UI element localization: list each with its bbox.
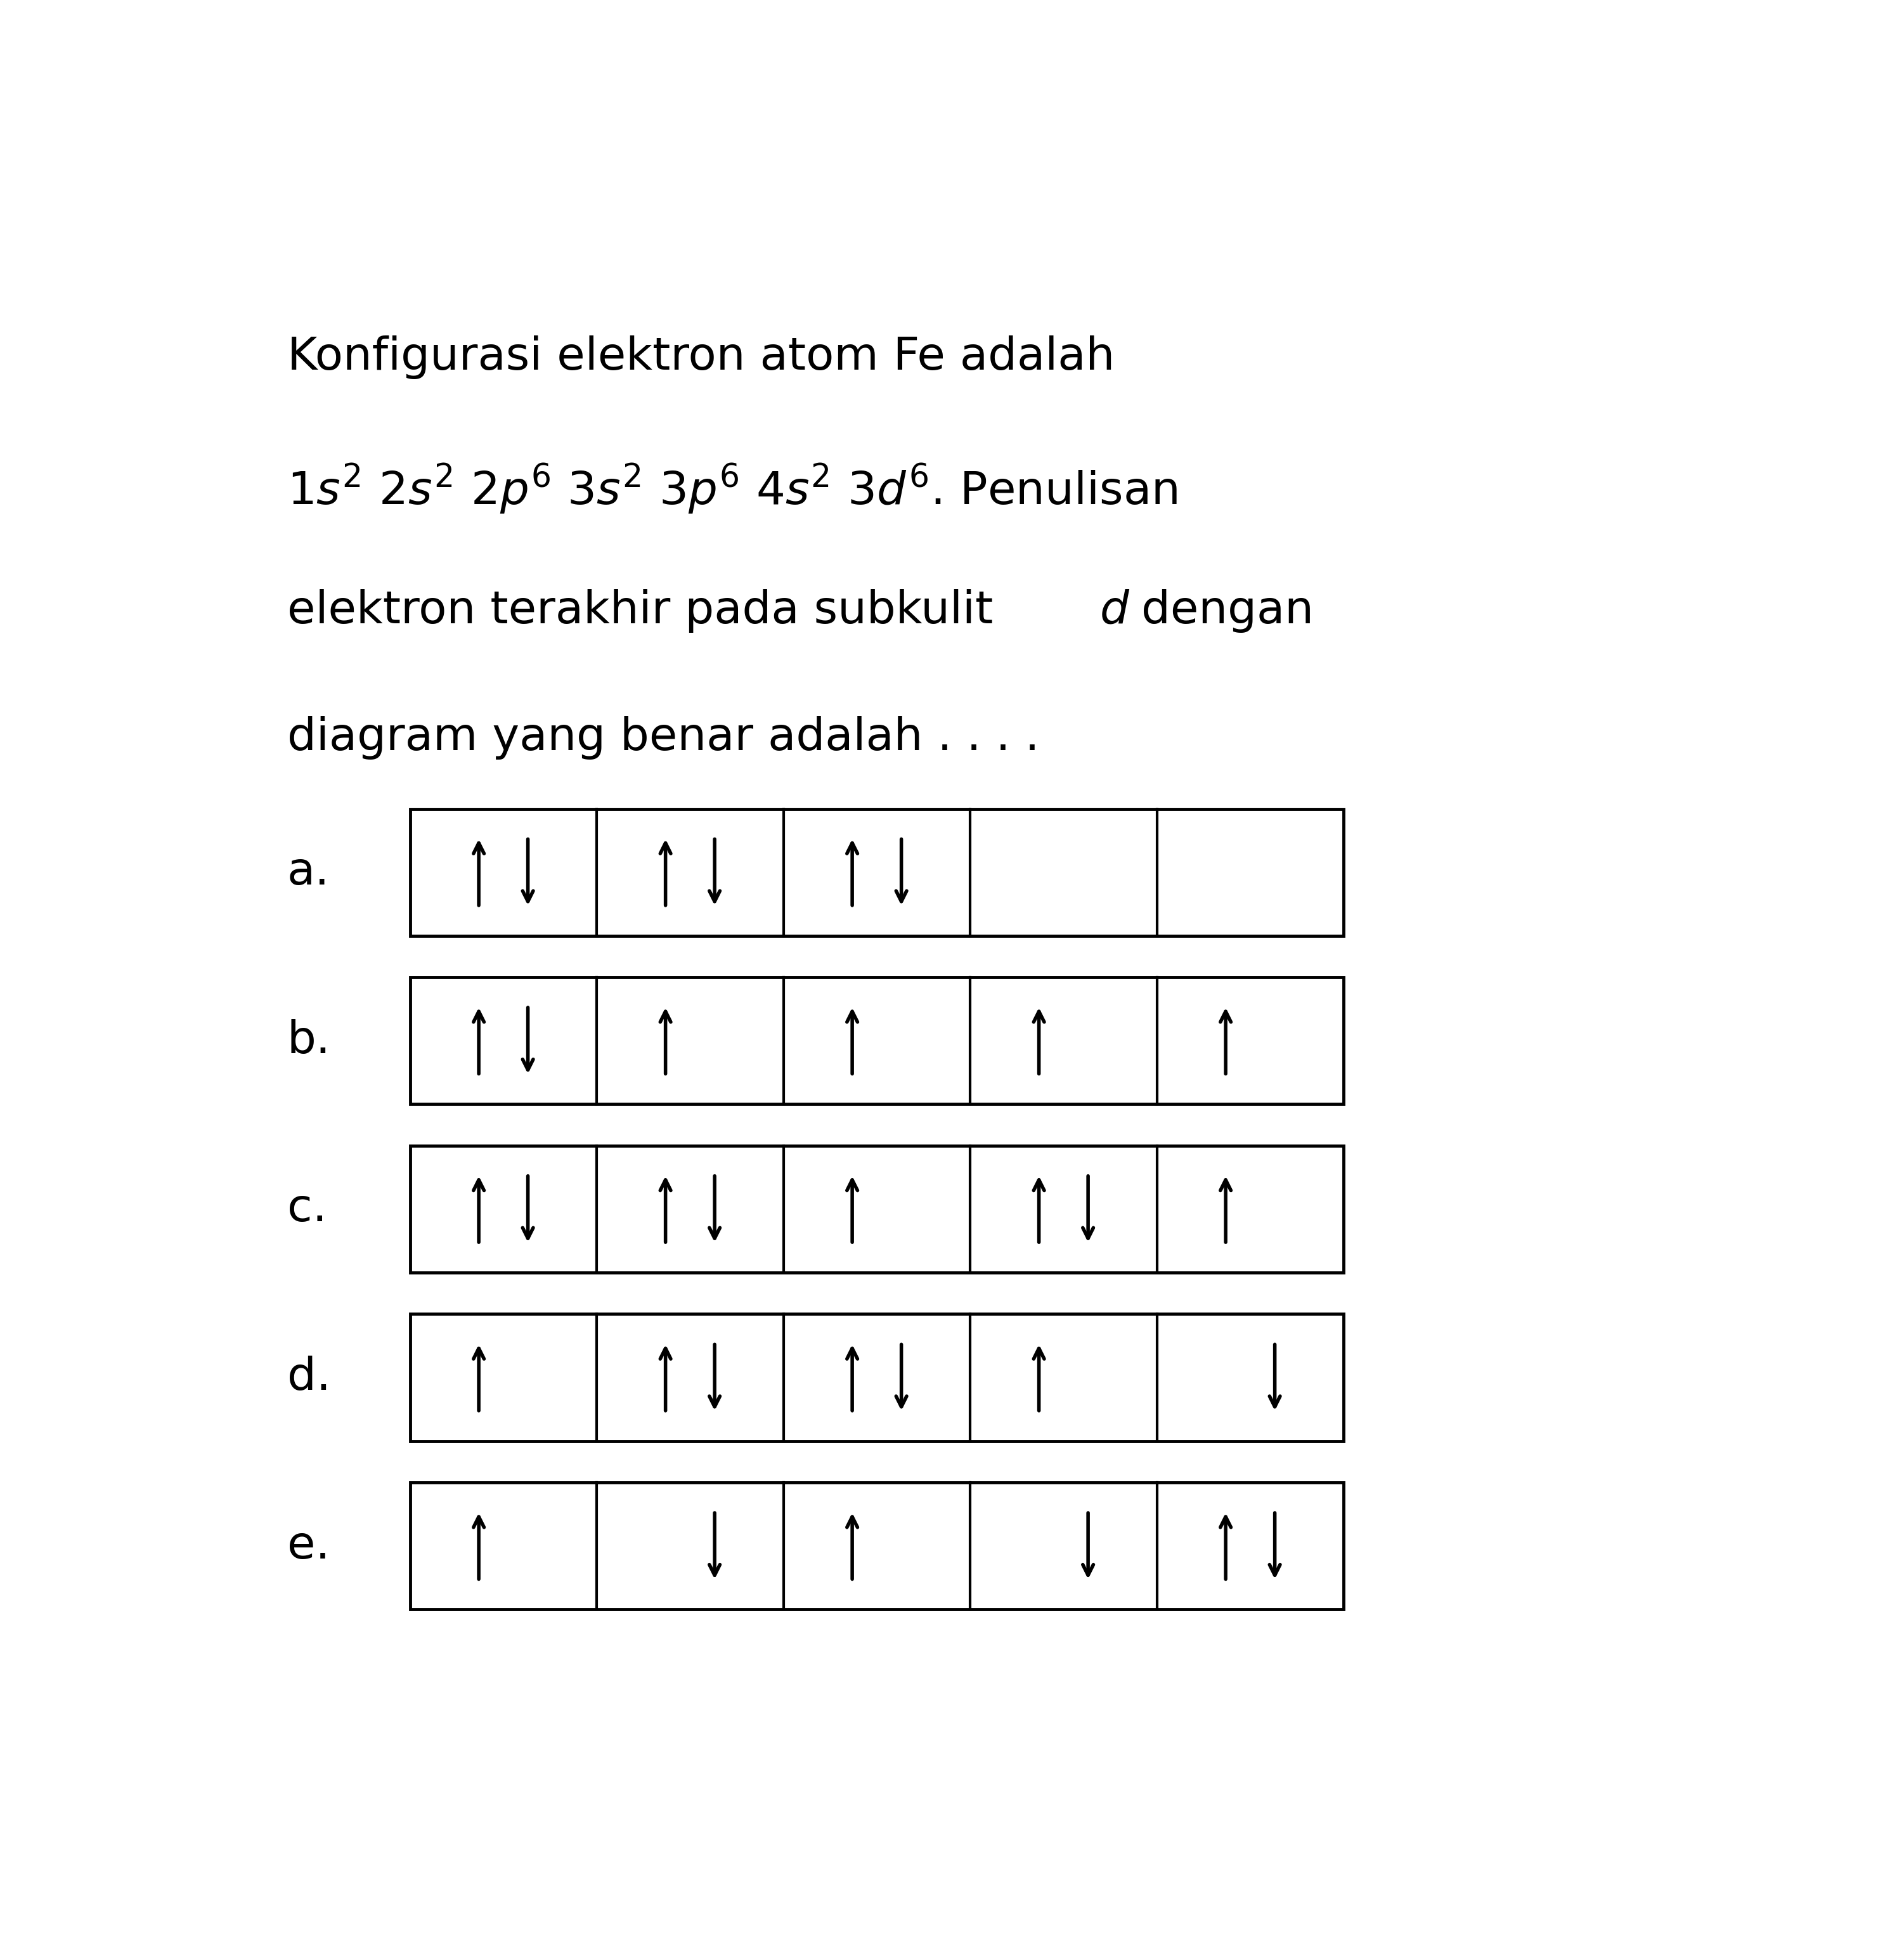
Bar [409, 1315, 1344, 1442]
Text: Konfigurasi elektron atom Fe adalah: Konfigurasi elektron atom Fe adalah [288, 336, 1114, 378]
Text: a.: a. [288, 851, 329, 894]
Text: $1s^2\ 2s^2\ 2p^6\ 3s^2\ 3p^6\ 4s^2\ 3d^6$. Penulisan: $1s^2\ 2s^2\ 2p^6\ 3s^2\ 3p^6\ 4s^2\ 3d^… [288, 462, 1177, 517]
Text: diagram yang benar adalah . . . .: diagram yang benar adalah . . . . [288, 716, 1040, 759]
Text: c.: c. [288, 1188, 327, 1231]
Bar [409, 810, 1344, 936]
Bar [409, 1483, 1344, 1610]
Text: d.: d. [288, 1356, 331, 1399]
Bar [409, 977, 1344, 1104]
Text: e.: e. [288, 1524, 329, 1569]
Text: dengan: dengan [1127, 589, 1314, 632]
Bar [409, 1145, 1344, 1272]
Text: elektron terakhir pada subkulit: elektron terakhir pada subkulit [288, 589, 1007, 632]
Text: d: d [1101, 589, 1129, 632]
Text: b.: b. [288, 1018, 331, 1063]
